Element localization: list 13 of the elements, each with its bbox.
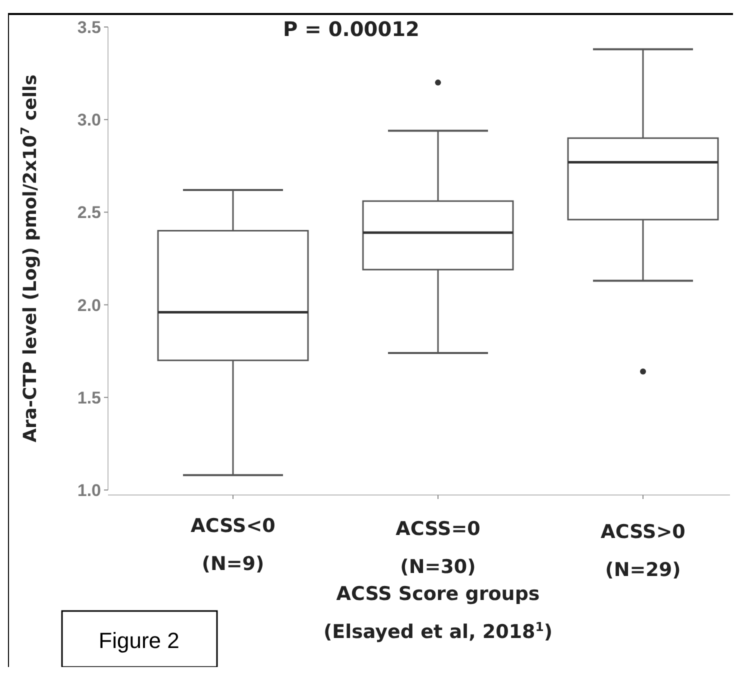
y-tick-label: 3.5	[77, 18, 101, 37]
text: (Elsayed et al, 2018$^{1}$)	[323, 620, 553, 643]
y-tick-label: 2.0	[77, 296, 101, 315]
x-axis-title: ACSS Score groups	[336, 583, 540, 605]
caption: Figure 2	[98, 628, 180, 653]
y-tick-label: 1.0	[77, 480, 101, 500]
annotation: P = 0.00012	[283, 17, 420, 41]
x-tick-label: ACSS<0 (N=9)	[190, 515, 276, 575]
x-tick-label: ACSS=0 (N=30)	[396, 518, 480, 578]
y-tick-label: 1.5	[77, 388, 101, 408]
y-tick-label: 3.0	[77, 110, 101, 130]
x-tick-label: ACSS>0 (N=29)	[600, 521, 686, 581]
y-tick-label: 2.5	[77, 203, 101, 222]
